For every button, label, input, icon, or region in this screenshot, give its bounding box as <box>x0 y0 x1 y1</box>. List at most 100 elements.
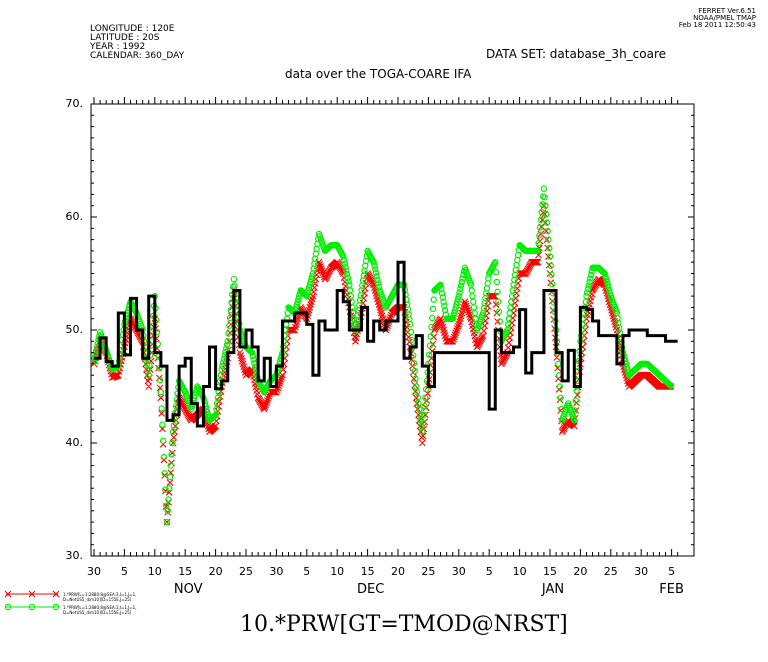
data-marker-circle <box>159 421 166 428</box>
x-tick-label: 10 <box>147 565 162 578</box>
data-marker-circle <box>606 287 613 294</box>
data-marker-circle <box>166 485 173 492</box>
legend-text-1b: D=NetUS5_dim10][D=155E,J=25] <box>63 597 132 602</box>
x-tick-label: 5 <box>485 565 493 578</box>
x-tick-label: 10 <box>512 565 527 578</box>
data-marker-circle <box>342 263 349 271</box>
data-marker-circle <box>430 296 437 303</box>
data-marker-circle <box>543 210 550 218</box>
data-marker-circle <box>534 247 542 255</box>
data-marker-circle <box>303 292 310 300</box>
data-marker-circle <box>362 262 369 269</box>
data-marker-circle <box>375 280 382 287</box>
data-marker-circle <box>510 281 517 288</box>
data-marker-circle <box>375 283 383 291</box>
data-marker-circle <box>536 232 543 239</box>
x-month-label: FEB <box>659 582 684 597</box>
data-marker-circle <box>535 239 542 247</box>
data-marker-circle <box>164 507 171 514</box>
data-marker-circle <box>410 359 418 367</box>
data-marker-circle <box>601 270 608 277</box>
header-line-longitude: LONGITUDE : 120E <box>90 24 175 34</box>
data-marker-circle <box>507 304 514 311</box>
data-marker-circle <box>571 407 579 414</box>
data-marker-circle <box>667 382 675 389</box>
data-marker-circle <box>449 315 456 322</box>
ferret-org: NOAA/PMEL TMAP <box>693 14 756 22</box>
data-marker-circle <box>450 312 457 320</box>
legend-marker-x <box>52 590 60 598</box>
data-marker-circle <box>549 280 556 288</box>
data-marker-circle <box>544 227 551 235</box>
data-marker-circle <box>603 278 611 286</box>
data-marker-circle <box>494 288 501 296</box>
header-line-year: YEAR : 1992 <box>90 42 146 52</box>
x-tick-label: 20 <box>391 565 405 578</box>
data-marker-circle <box>340 256 348 264</box>
x-tick-label: 25 <box>603 565 618 578</box>
legend-text-1a: 1.*PRW[L=1:2880:8@SEA:3,I=1,J=1, <box>63 592 137 597</box>
data-marker-circle <box>304 290 311 297</box>
data-marker-circle <box>230 275 238 283</box>
x-tick-label: 20 <box>573 565 588 578</box>
data-marker-circle <box>313 245 320 252</box>
data-marker-circle <box>170 422 177 429</box>
series-red-markers <box>90 202 675 526</box>
data-marker-circle <box>451 309 458 317</box>
data-marker-circle <box>406 321 414 328</box>
data-marker-circle <box>295 295 302 303</box>
legend-marker-x <box>28 590 36 598</box>
bottom-title: 10.*PRW[GT=TMOD@NRST] <box>240 612 568 637</box>
data-markers-x <box>90 202 675 526</box>
data-marker-circle <box>341 260 348 267</box>
data-marker-circle <box>604 281 611 288</box>
data-marker-circle <box>156 364 163 372</box>
data-marker-circle <box>345 278 352 285</box>
x-tick-label: 5 <box>668 565 676 578</box>
data-marker-circle <box>344 274 352 281</box>
data-marker-circle <box>440 298 447 305</box>
data-marker-circle <box>226 322 233 329</box>
data-marker-circle <box>308 273 316 280</box>
data-marker-circle <box>457 285 464 293</box>
data-marker-circle <box>161 470 168 477</box>
x-tick-label: 15 <box>360 565 375 578</box>
data-marker-circle <box>249 352 257 360</box>
legend-marker-circle <box>28 603 36 611</box>
data-marker-circle <box>427 333 434 340</box>
data-marker-circle <box>666 381 674 389</box>
data-marker-circle <box>211 412 219 419</box>
data-marker-circle <box>372 269 380 276</box>
data-marker-circle <box>586 278 593 286</box>
data-marker-circle <box>218 366 225 373</box>
series-green-markers <box>90 185 675 526</box>
x-tick-label: 15 <box>178 565 193 578</box>
data-marker-circle <box>436 282 443 289</box>
data-marker-circle <box>540 185 548 192</box>
header-line-calendar: CALENDAR: 360_DAY <box>90 51 185 61</box>
legend-marks <box>4 590 60 611</box>
data-marker-circle <box>210 412 218 420</box>
data-marker-circle <box>546 244 553 252</box>
data-marker-circle <box>511 271 519 279</box>
data-marker-circle <box>223 345 230 352</box>
data-marker-circle <box>219 359 227 366</box>
data-marker-circle <box>624 366 631 373</box>
data-marker-circle <box>555 360 562 368</box>
data-marker-circle <box>539 201 546 208</box>
data-marker-circle <box>408 336 415 344</box>
data-marker-circle <box>411 367 418 375</box>
data-marker-circle <box>188 405 195 413</box>
data-marker-circle <box>422 394 429 401</box>
x-tick-label: 30 <box>634 565 649 578</box>
x-tick-label: 30 <box>87 565 101 578</box>
data-marker-circle <box>438 285 445 293</box>
data-marker-circle <box>311 255 319 262</box>
data-marker-circle <box>165 496 172 503</box>
legend-text-2b: D=NetUS5_dim10][D=155E,J=25] <box>63 610 132 615</box>
data-marker-circle <box>512 266 520 274</box>
data-marker-circle <box>556 383 564 390</box>
x-tick-label: 20 <box>208 565 223 578</box>
data-marker-circle <box>456 289 463 296</box>
